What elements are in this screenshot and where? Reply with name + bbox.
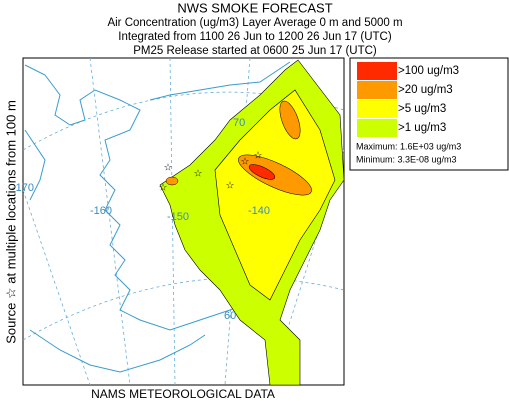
map: ☆ ☆ ☆ ☆ ☆ ☆ -170 -160 -150 -140 70 60: [12, 57, 345, 386]
coastline: [29, 329, 206, 373]
svg-text:☆: ☆: [159, 183, 168, 194]
graticule: [89, 58, 131, 385]
source-stars: ☆ ☆ ☆ ☆ ☆ ☆: [159, 151, 263, 194]
title: NWS SMOKE FORECAST: [177, 0, 332, 15]
legend-label: >20 ug/m3: [398, 84, 453, 96]
legend-label: >1 ug/m3: [398, 122, 446, 134]
svg-text:☆: ☆: [164, 163, 173, 174]
smoke-area: [165, 176, 179, 186]
svg-text:☆: ☆: [194, 169, 203, 180]
graticule-label: -150: [167, 211, 189, 223]
graticule: [23, 277, 344, 341]
smoke-area: [248, 164, 276, 180]
maximum: Maximum: 1.6E+03 ug/m3: [356, 141, 461, 151]
smoke-area: [214, 89, 336, 301]
legend-label: >5 ug/m3: [398, 103, 446, 115]
svg-text:☆: ☆: [226, 181, 235, 192]
legend-swatch: [357, 62, 397, 80]
graticule-label: -140: [248, 205, 270, 217]
legend: Maximum: 1.6E+03 ug/m3 Minimum: 3.3E-08 …: [349, 57, 509, 171]
graticule: [23, 189, 91, 385]
legend-swatch: [357, 100, 397, 118]
subtitle-line: Air Concentration (ug/m3) Layer Average …: [107, 17, 402, 29]
graticule-label: 70: [233, 117, 245, 129]
legend-label: >100 ug/m3: [398, 65, 459, 77]
graticule-label: 60: [224, 310, 236, 322]
graticule-label: -170: [12, 182, 34, 194]
subtitle-line: Integrated from 1100 26 Jun to 1200 26 J…: [118, 31, 392, 43]
graticule: [169, 58, 176, 385]
smoke-area: [279, 100, 301, 140]
footer: NAMS METEOROLOGICAL DATA: [91, 387, 275, 401]
legend-swatch: [357, 119, 397, 137]
coastline: [24, 64, 141, 321]
svg-text:☆: ☆: [241, 157, 250, 168]
minimum: Minimum: 3.3E-08 ug/m3: [356, 154, 457, 164]
graticule-label: -160: [90, 205, 112, 217]
subtitle-line: PM25 Release started at 0600 25 Jun 17 (…: [133, 45, 377, 57]
coastline: [149, 61, 291, 101]
source-label: Source ☆ at multiple locations from 100 …: [3, 100, 18, 344]
legend-swatch: [357, 81, 397, 99]
svg-text:☆: ☆: [254, 151, 263, 162]
coastline: [24, 129, 46, 201]
